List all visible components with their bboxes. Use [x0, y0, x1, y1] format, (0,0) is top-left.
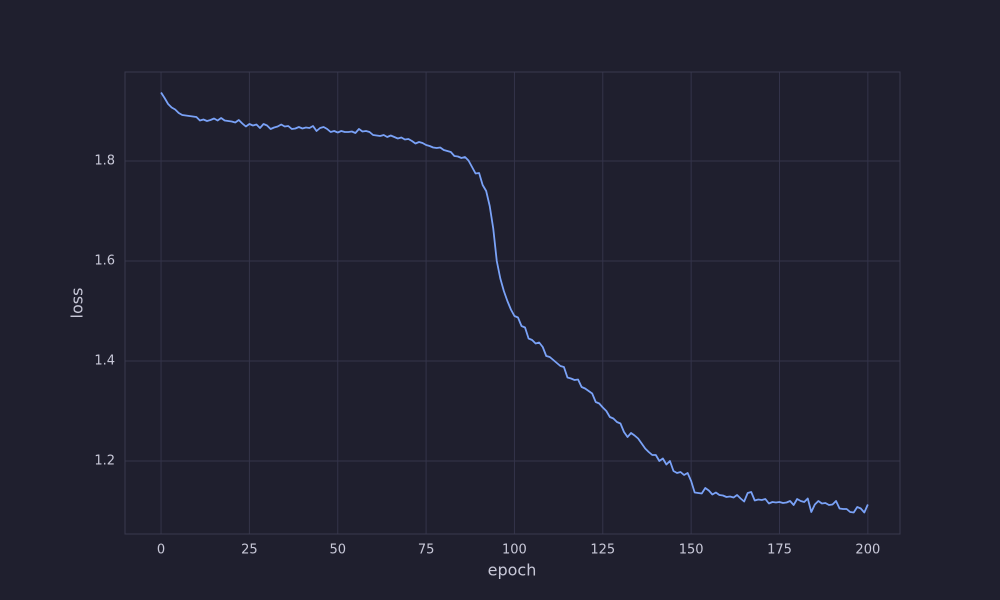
x-tick-label: 0: [157, 543, 165, 558]
grid: [125, 72, 900, 534]
plot-frame: [124, 71, 901, 535]
x-tick-label: 100: [502, 543, 527, 558]
y-tick-label: 1.8: [94, 154, 115, 169]
x-tick-label: 25: [241, 543, 258, 558]
y-axis-label: loss: [68, 288, 87, 319]
y-tick-label: 1.4: [94, 354, 115, 369]
y-tick-label: 1.6: [94, 254, 115, 269]
loss-line: [160, 92, 869, 514]
x-tick-label: 50: [329, 543, 346, 558]
x-tick-label: 175: [767, 543, 792, 558]
x-tick-label: 125: [590, 543, 615, 558]
x-tick-label: 200: [855, 543, 880, 558]
x-tick-label: 75: [418, 543, 435, 558]
y-tick-label: 1.2: [94, 454, 115, 469]
x-tick-label: 150: [679, 543, 704, 558]
x-axis-label: epoch: [488, 561, 537, 580]
